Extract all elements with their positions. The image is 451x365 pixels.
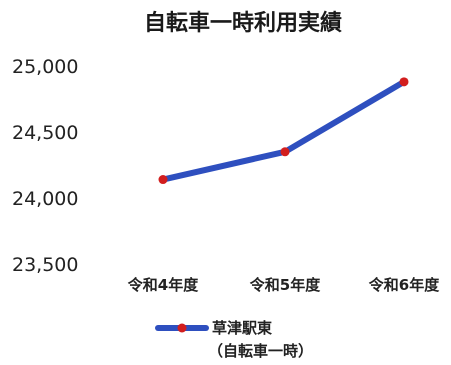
series-line bbox=[160, 78, 407, 183]
y-tick-label: 24,500 bbox=[12, 122, 78, 144]
y-tick-label: 24,000 bbox=[12, 188, 78, 210]
legend: 草津駅東 （自転車一時） bbox=[155, 319, 313, 360]
y-axis-ticks: 23,500 24,000 24,500 25,000 bbox=[12, 56, 78, 276]
y-tick-label: 25,000 bbox=[12, 56, 78, 78]
chart-title: 自転車一時利用実績 bbox=[144, 10, 342, 36]
data-point bbox=[280, 147, 290, 157]
series-layer bbox=[158, 77, 409, 185]
legend-series-subname: （自転車一時） bbox=[208, 342, 313, 360]
legend-marker-swatch bbox=[177, 323, 187, 333]
legend-series-name: 草津駅東 bbox=[212, 319, 272, 337]
data-point bbox=[399, 77, 409, 87]
x-axis-ticks: 令和4年度 令和5年度 令和6年度 bbox=[128, 276, 440, 294]
x-tick-label: 令和4年度 bbox=[128, 276, 199, 294]
x-tick-label: 令和6年度 bbox=[369, 276, 440, 294]
data-point bbox=[158, 175, 168, 185]
x-tick-label: 令和5年度 bbox=[250, 276, 321, 294]
y-tick-label: 23,500 bbox=[12, 254, 78, 276]
